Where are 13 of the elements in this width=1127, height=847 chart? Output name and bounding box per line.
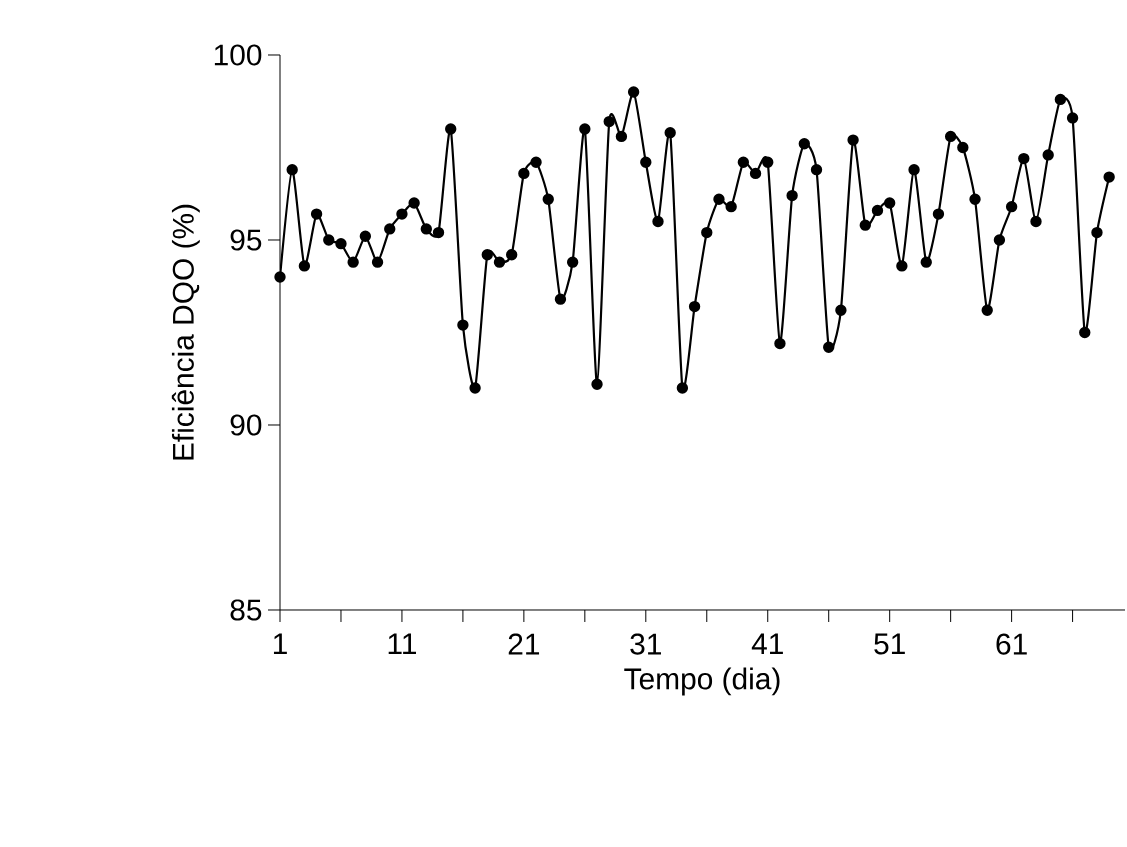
x-tick-label: 1: [273, 633, 287, 655]
x-tick-label: 31: [630, 633, 661, 655]
y-tick-label: 85: [230, 599, 262, 621]
y-axis-title: Eficiência DQO (%): [171, 204, 200, 460]
y-tick-label: 90: [230, 414, 262, 436]
x-tick-label: 21: [508, 633, 540, 655]
y-tick-label: 95: [230, 229, 262, 251]
x-tick-label: 51: [874, 633, 905, 655]
y-tick-label: 100: [214, 44, 262, 66]
x-tick-label: 41: [751, 633, 783, 655]
x-axis-title: Tempo (dia): [624, 667, 780, 696]
x-tick-label: 61: [996, 633, 1027, 655]
x-tick-label: 11: [388, 633, 416, 655]
